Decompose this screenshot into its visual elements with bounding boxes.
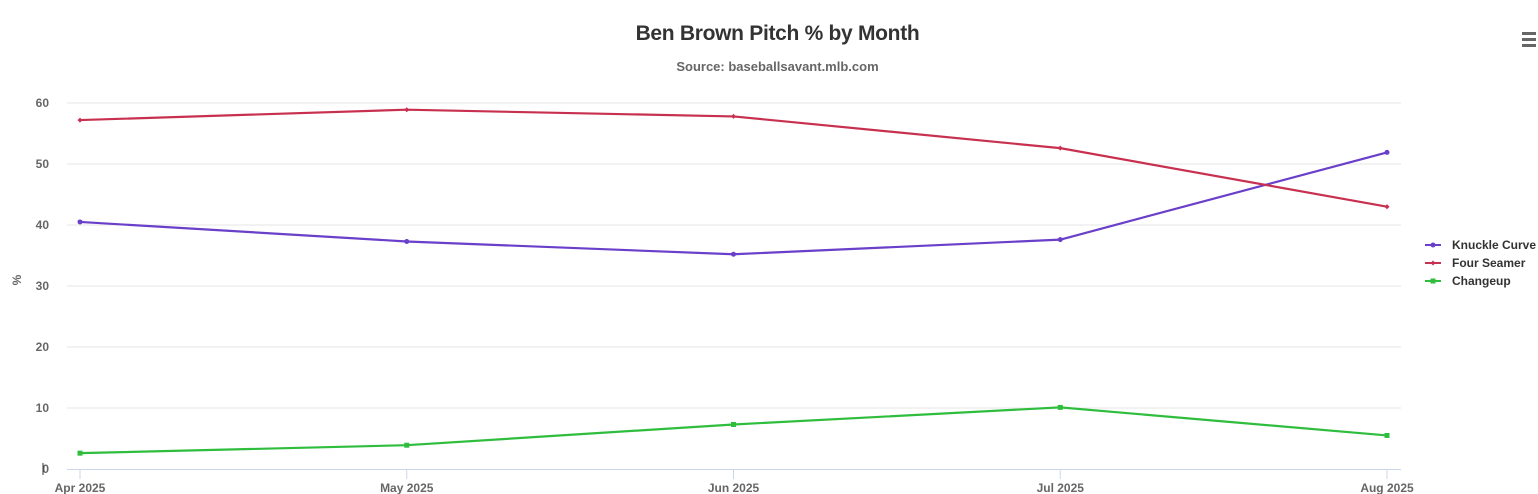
- legend-symbol-marker[interactable]: [1430, 278, 1436, 284]
- y-tick-label: 40: [36, 218, 50, 232]
- series-line-changeup[interactable]: [79, 406, 1388, 455]
- series-line-four-seamer[interactable]: [79, 108, 1388, 208]
- legend-label: Changeup: [1452, 274, 1511, 288]
- x-tick-label: Aug 2025: [1360, 481, 1414, 494]
- data-point-knuckle-curve[interactable]: [1384, 149, 1390, 155]
- legend-item-knuckle-curve[interactable]: Knuckle Curve: [1425, 238, 1536, 252]
- legend-item-changeup[interactable]: Changeup: [1425, 274, 1511, 288]
- series-line-knuckle-curve[interactable]: [79, 151, 1388, 256]
- data-point-four-seamer[interactable]: [77, 117, 83, 123]
- y-tick-label: 50: [36, 157, 50, 171]
- chart-subtitle: Source: baseballsavant.mlb.com: [676, 59, 879, 74]
- data-point-changeup[interactable]: [77, 450, 83, 456]
- x-tick-label: Jun 2025: [708, 481, 760, 494]
- y-tick-label: 10: [36, 401, 50, 415]
- data-point-knuckle-curve[interactable]: [1057, 237, 1063, 243]
- data-point-changeup[interactable]: [731, 421, 736, 427]
- data-point-knuckle-curve[interactable]: [77, 219, 83, 225]
- y-tick-label: 20: [36, 340, 50, 354]
- series-changeup: [77, 404, 1390, 456]
- data-point-changeup[interactable]: [1057, 404, 1063, 410]
- y-tick-label: 60: [36, 96, 50, 110]
- legend-item-four-seamer[interactable]: Four Seamer: [1425, 256, 1526, 270]
- data-point-four-seamer[interactable]: [1384, 204, 1390, 210]
- data-point-changeup[interactable]: [1384, 432, 1390, 438]
- legend-label: Four Seamer: [1452, 256, 1526, 270]
- hamburger-menu-icon[interactable]: [1522, 32, 1538, 52]
- series-knuckle-curve: [77, 149, 1390, 257]
- legend-symbol-marker[interactable]: [1430, 242, 1436, 248]
- x-tick-label: May 2025: [380, 481, 434, 494]
- legend-label: Knuckle Curve: [1452, 238, 1536, 252]
- y-axis-title: %: [10, 274, 24, 285]
- y-tick-label: 30: [36, 279, 50, 293]
- data-point-four-seamer[interactable]: [404, 107, 410, 113]
- y-tick-label: 0: [42, 462, 49, 476]
- legend-symbol-marker[interactable]: [1430, 260, 1436, 266]
- series-four-seamer: [77, 107, 1390, 210]
- chart-title: Ben Brown Pitch % by Month: [635, 22, 920, 45]
- x-tick-label: Apr 2025: [55, 481, 106, 494]
- data-point-knuckle-curve[interactable]: [404, 238, 410, 244]
- data-point-knuckle-curve[interactable]: [731, 251, 736, 257]
- x-tick-label: Jul 2025: [1037, 481, 1085, 494]
- data-point-four-seamer[interactable]: [1057, 145, 1063, 151]
- data-point-changeup[interactable]: [404, 442, 410, 448]
- data-point-four-seamer[interactable]: [731, 113, 736, 119]
